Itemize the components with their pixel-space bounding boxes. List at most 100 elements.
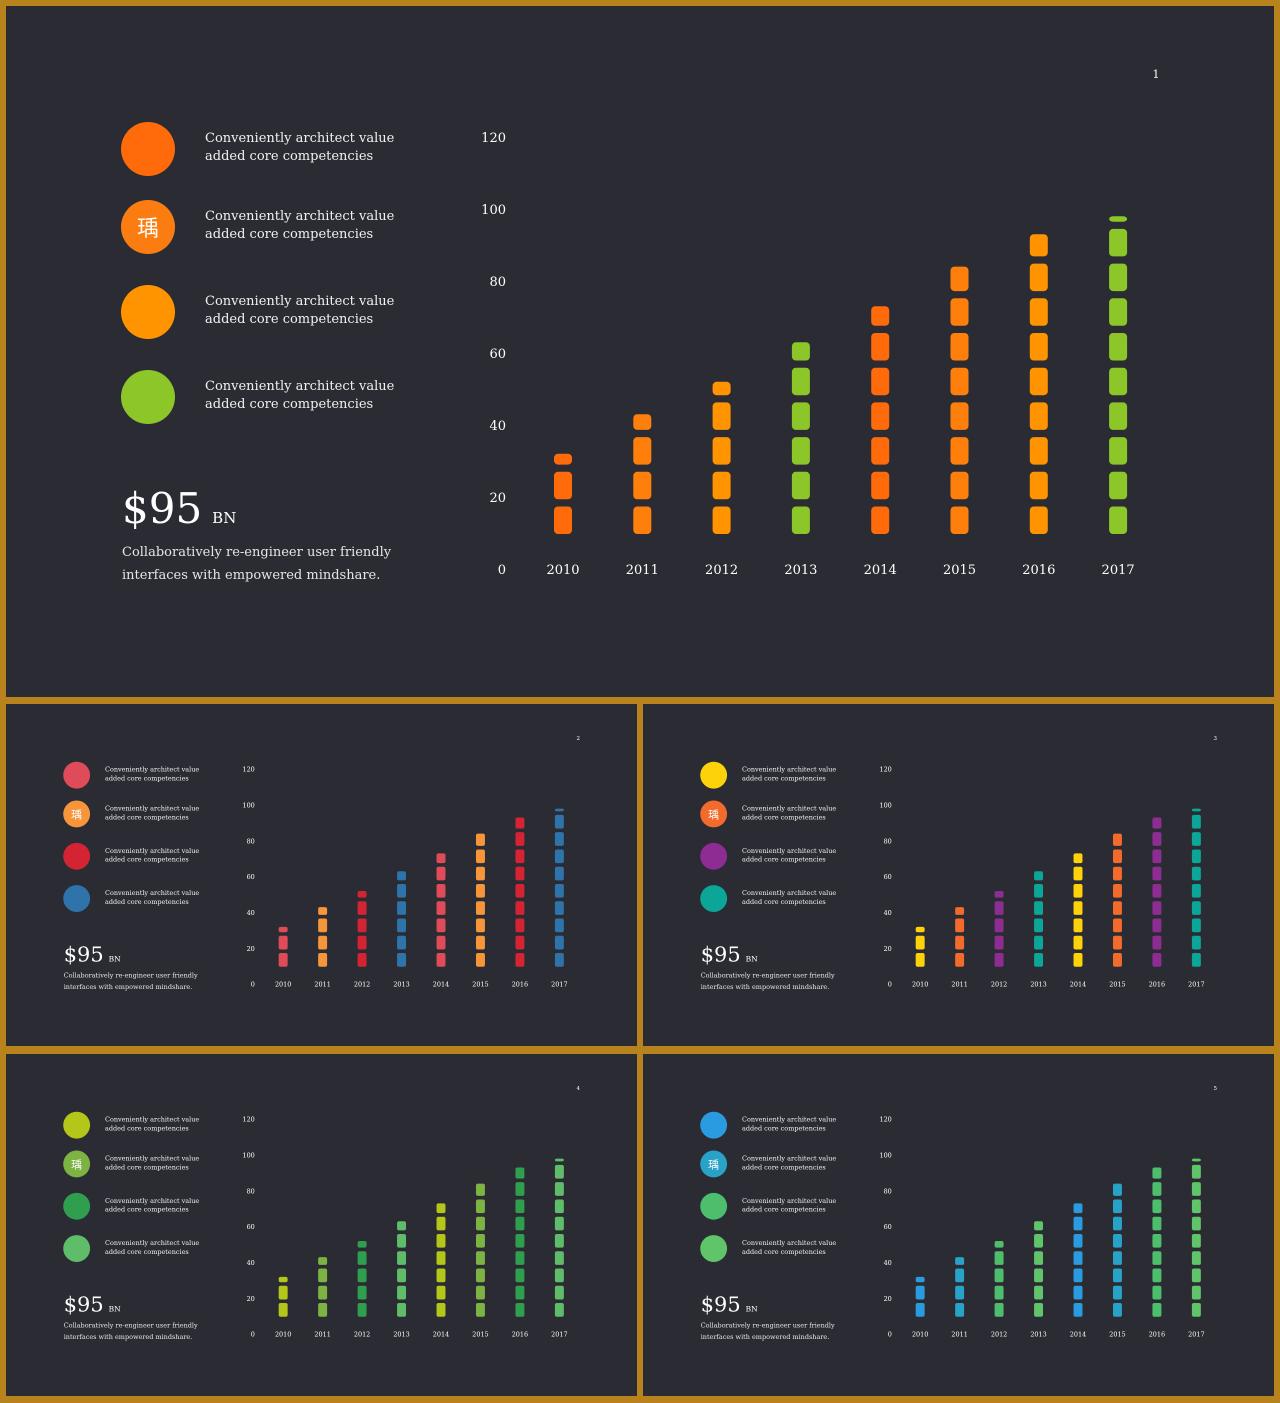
y-tick-label: 80	[884, 1187, 892, 1195]
y-tick-label: 0	[251, 1331, 255, 1339]
bar-segment	[1152, 866, 1162, 881]
legend-item: Conveniently architect value added core …	[700, 1192, 849, 1221]
legend-label: Conveniently architect value added core …	[742, 1116, 837, 1133]
legend-item: Conveniently architect value added core …	[700, 842, 849, 871]
legend-item: Conveniently architect value added core …	[700, 1111, 849, 1140]
bar-segment	[357, 1303, 367, 1317]
bar-segment	[1073, 853, 1083, 864]
bar-segment	[278, 1303, 288, 1317]
bar-segment	[950, 402, 969, 430]
bar-segment	[278, 926, 288, 933]
bar-segment	[554, 1182, 564, 1196]
x-tick-label: 2013	[393, 981, 409, 989]
x-tick-label: 2013	[393, 1331, 409, 1339]
bar-segment	[436, 1216, 446, 1231]
bar-segment	[436, 1285, 446, 1300]
bar-segment	[1073, 1251, 1083, 1265]
x-tick-label: 2010	[275, 981, 291, 989]
bar-segment	[318, 1257, 328, 1265]
bar-segment	[1073, 1233, 1083, 1248]
bar-segment	[475, 1233, 485, 1248]
headline: $95 BN	[122, 484, 236, 533]
y-tick-label: 100	[879, 802, 891, 810]
bar-segment	[1109, 402, 1128, 430]
y-tick-label: 120	[879, 766, 891, 774]
bar-segment	[791, 342, 810, 361]
legend-item: Conveniently architect value added core …	[63, 842, 212, 871]
legend-label: Conveniently architect value added core …	[205, 379, 395, 412]
bar-chart: 0 20 40 60 80 100 120 2010 2011 2012 2013 2014 2015 2…	[879, 766, 1204, 989]
bar-segment	[278, 1285, 288, 1300]
bar-segment	[436, 1268, 446, 1283]
bar-segment	[475, 1216, 485, 1231]
legend-dot-icon	[63, 761, 91, 789]
x-tick-label: 2015	[1109, 981, 1125, 989]
bar	[994, 1240, 1004, 1317]
bar-segment	[712, 506, 731, 534]
bar	[1034, 1221, 1044, 1317]
bar	[955, 907, 965, 967]
description: Collaboratively re-engineer user friendl…	[700, 972, 835, 992]
bar-segment	[1034, 935, 1044, 950]
bar-segment	[475, 1183, 485, 1196]
bar-segment	[475, 1303, 485, 1317]
headline: $95 BN	[701, 1292, 758, 1316]
bar-segment	[994, 1240, 1004, 1248]
y-tick-label: 40	[884, 1259, 892, 1267]
x-tick-label: 2011	[951, 981, 967, 989]
bar-segment	[1152, 832, 1162, 846]
y-tick-label: 60	[489, 347, 506, 362]
legend-item: 瑀 Conveniently architect value added core…	[700, 800, 849, 829]
bar-segment	[1191, 866, 1201, 881]
x-tick-label: 2014	[433, 1331, 449, 1339]
x-tick-label: 2012	[354, 981, 370, 989]
bar-segment	[397, 883, 407, 898]
legend-label: Conveniently architect value added core …	[105, 1155, 200, 1172]
bar	[1152, 817, 1162, 967]
bar-segment	[1109, 298, 1128, 326]
bar-segment	[554, 935, 564, 950]
legend-glyph: 瑀	[136, 217, 159, 242]
bar-segment	[871, 506, 890, 534]
slide-3: 3 Conveniently architect value added core…	[643, 704, 1274, 1046]
bar-segment	[436, 935, 446, 950]
bar-segment	[1191, 1182, 1201, 1196]
legend-item: 瑀 Conveniently architect value added core…	[63, 800, 212, 829]
bar-segment	[397, 1285, 407, 1300]
legend-dot-icon	[700, 885, 728, 912]
slide-content: 2 Conveniently architect value added core…	[6, 704, 637, 1046]
y-tick-label: 20	[247, 1295, 255, 1303]
bar-segment	[554, 1199, 564, 1214]
bar-segment	[475, 883, 485, 898]
bar-segment	[515, 1199, 525, 1214]
bar-segment	[1073, 866, 1083, 881]
bar-segment	[950, 367, 969, 396]
bar-segment	[1109, 263, 1128, 292]
y-tick-label: 100	[879, 1152, 891, 1160]
bar-segment	[397, 918, 407, 933]
bar-segment	[1073, 918, 1083, 933]
bar	[791, 342, 810, 534]
bar-segment	[1112, 953, 1122, 967]
bar-segment	[318, 935, 328, 950]
bar	[955, 1257, 965, 1317]
bar-segment	[1112, 883, 1122, 898]
bar-segment	[633, 471, 652, 500]
x-tick-label: 2015	[472, 1331, 488, 1339]
y-tick-label: 40	[884, 909, 892, 917]
x-tick-label: 2015	[1109, 1331, 1125, 1339]
bar-segment	[791, 471, 810, 500]
bar-segment	[1073, 1203, 1083, 1214]
slide-content: 4 Conveniently architect value added core…	[6, 1054, 637, 1396]
legend-label: Conveniently architect value added core …	[105, 889, 200, 907]
bar-segment	[1191, 808, 1201, 812]
bar-segment	[1029, 234, 1048, 257]
bar-segment	[515, 1182, 525, 1196]
bar-segment	[554, 1216, 564, 1231]
bar-segment	[554, 832, 564, 846]
bar-segment	[1073, 1268, 1083, 1283]
y-tick-label: 40	[489, 419, 506, 434]
legend-item: Conveniently architect value added core …	[63, 1235, 212, 1263]
bar	[357, 1240, 367, 1317]
bar-segment	[1152, 1167, 1162, 1179]
